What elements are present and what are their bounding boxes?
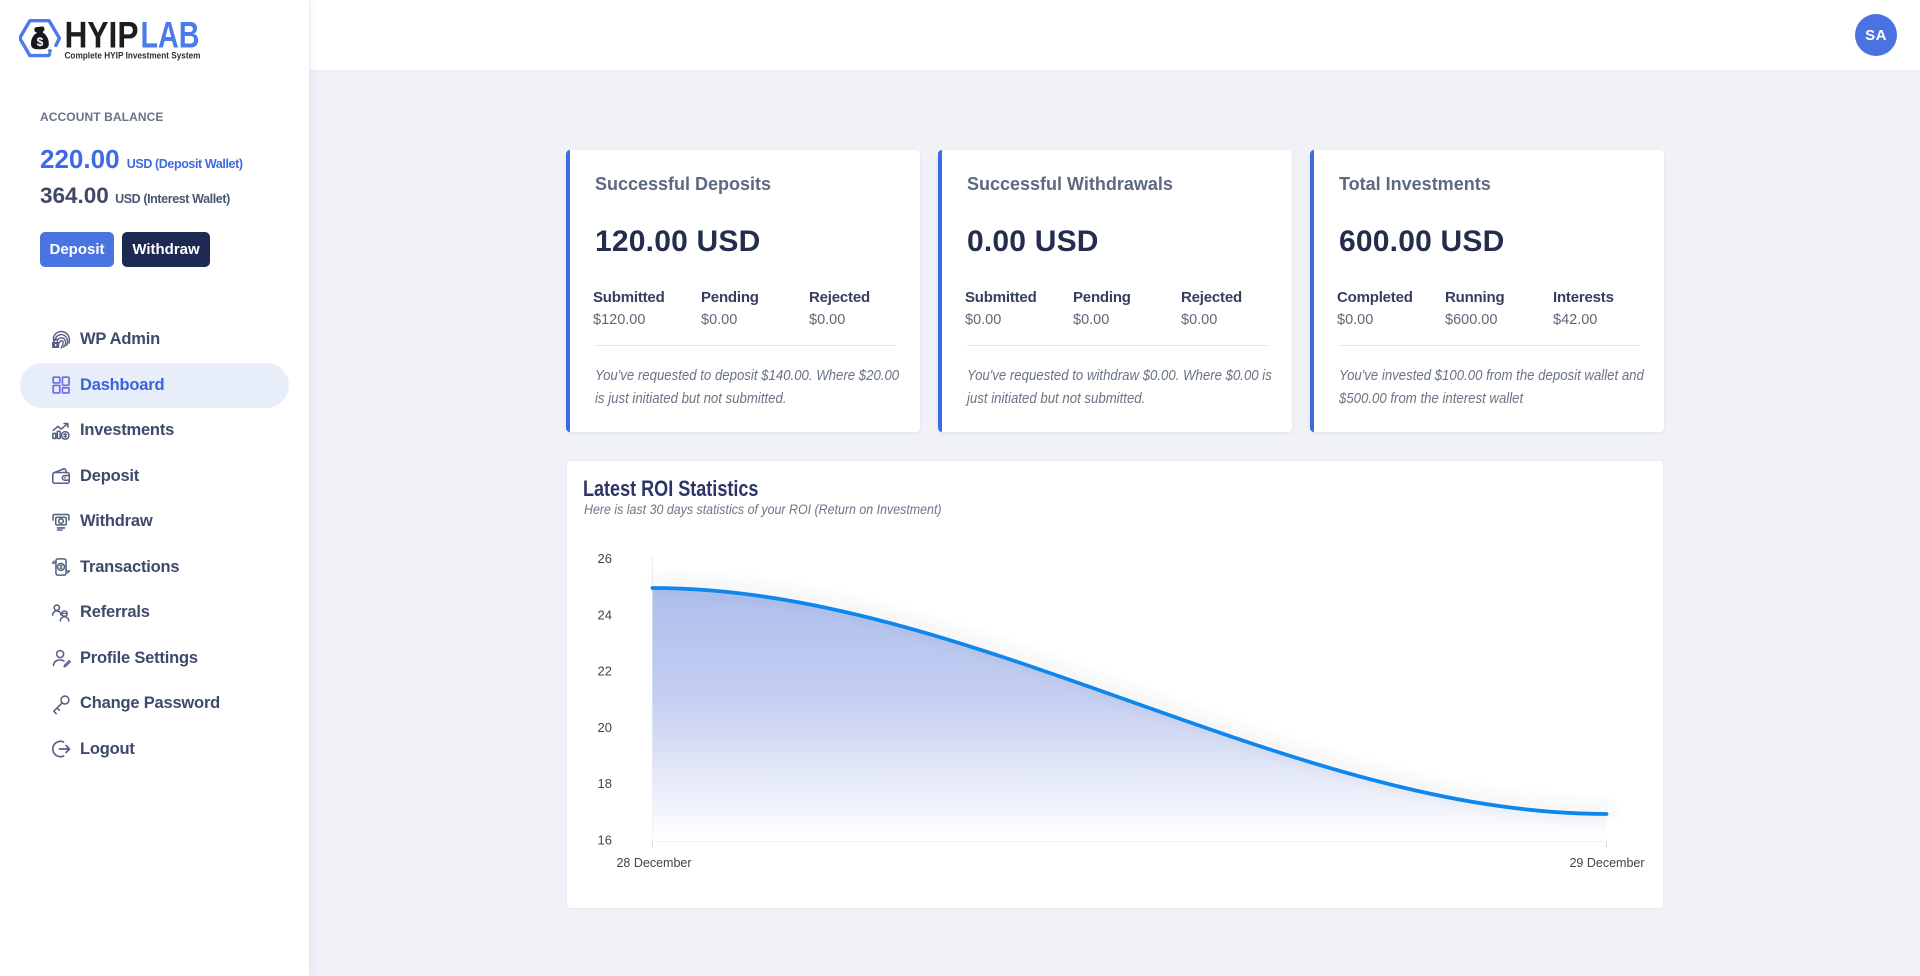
svg-text:24: 24	[598, 607, 612, 622]
svg-text:28 December: 28 December	[616, 856, 691, 870]
svg-text:26: 26	[598, 551, 612, 566]
svg-text:22: 22	[598, 664, 612, 679]
svg-text:LAB: LAB	[141, 19, 200, 56]
svg-text:29 December: 29 December	[1569, 856, 1644, 870]
svg-text:20: 20	[598, 720, 612, 735]
svg-text:$: $	[37, 35, 44, 49]
svg-text:HYIP: HYIP	[65, 19, 139, 56]
svg-text:18: 18	[598, 776, 612, 791]
svg-text:16: 16	[598, 833, 612, 848]
svg-text:Complete HYIP Investment Syste: Complete HYIP Investment System	[65, 50, 201, 60]
